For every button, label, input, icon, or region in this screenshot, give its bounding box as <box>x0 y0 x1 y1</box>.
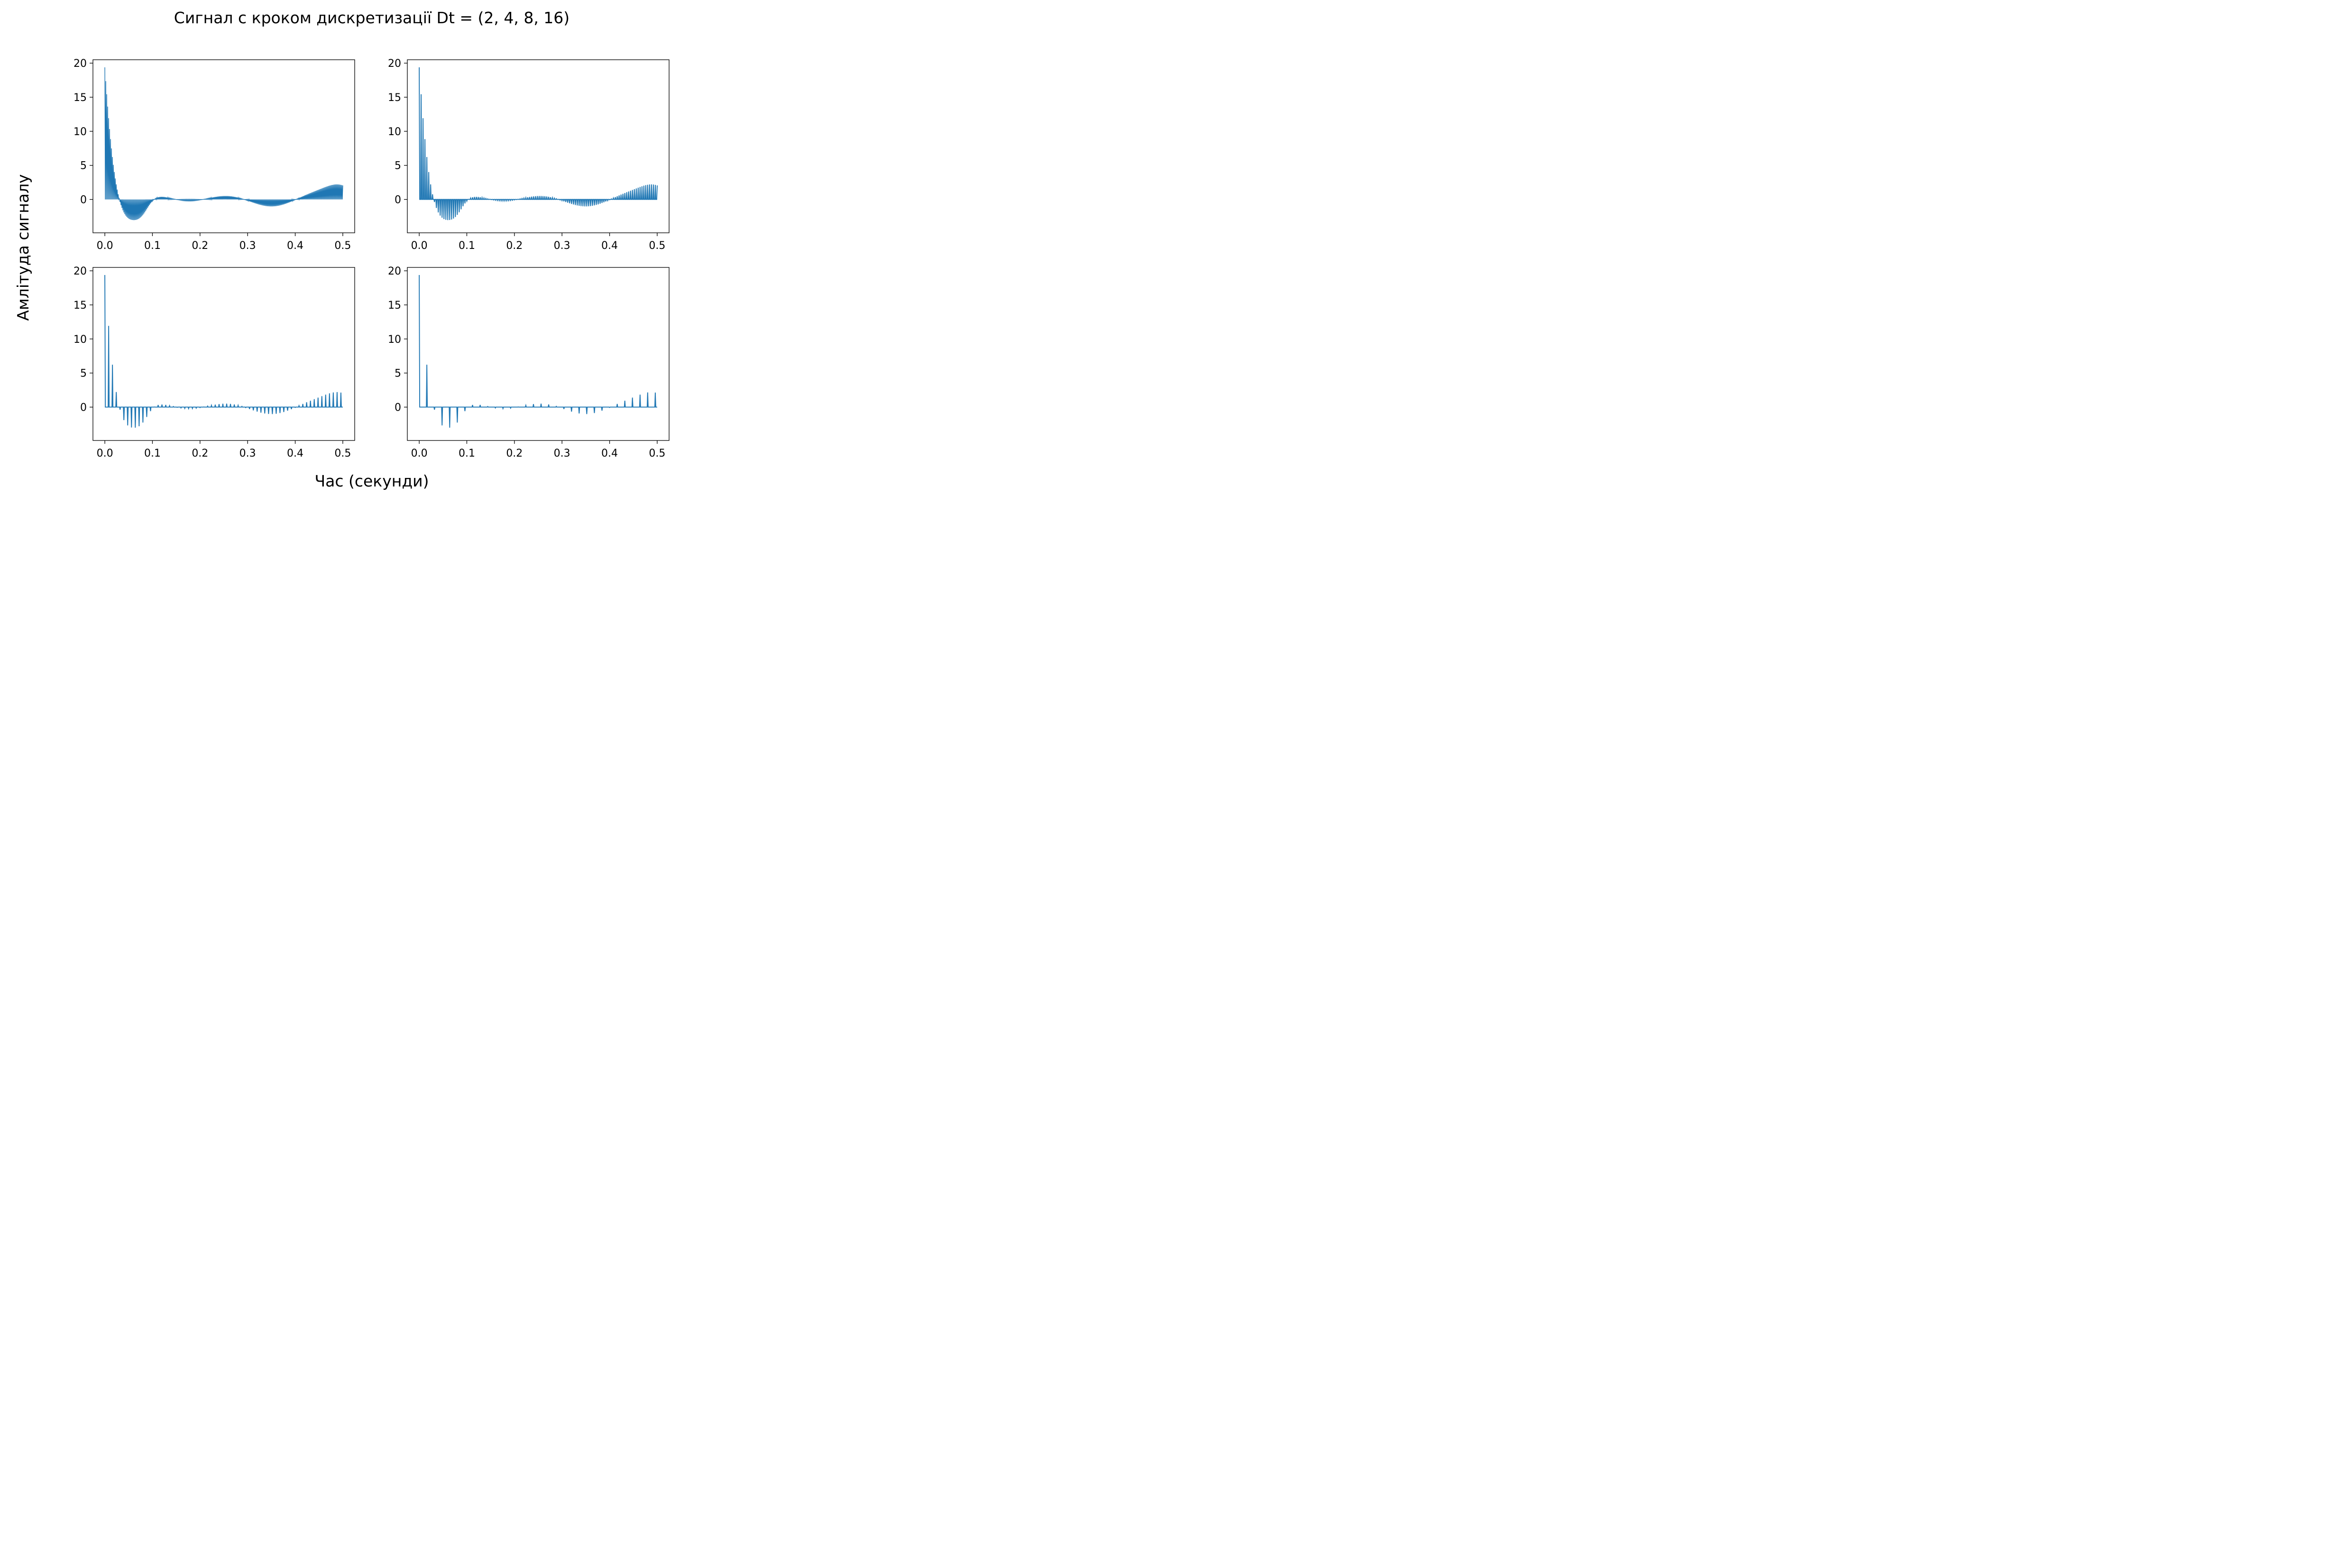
signal-line-dt-4 <box>419 67 658 220</box>
subplot-top-left: 0.0 0.1 0.2 0.3 0.4 0.5 0 5 10 15 20 <box>74 58 355 252</box>
x-tick-label: 0.3 <box>239 240 256 252</box>
y-tick-label: 15 <box>388 300 401 312</box>
figure-title: Сигнал с кроком дискретизації Dt = (2, 4… <box>174 9 570 27</box>
y-axis-label: Амлітуда сигналу <box>14 174 32 321</box>
x-tick-label: 0.1 <box>459 240 475 252</box>
y-tick-label: 20 <box>74 266 87 277</box>
x-tick-label: 0.5 <box>649 448 665 459</box>
x-tick-label: 0.5 <box>334 448 351 459</box>
axes-frame <box>92 267 355 441</box>
x-tick-label: 0.2 <box>192 240 208 252</box>
x-tick-label: 0.2 <box>506 240 523 252</box>
y-tick-label: 10 <box>74 126 87 138</box>
y-tick-label: 15 <box>388 92 401 104</box>
x-tick-label: 0.2 <box>192 448 208 459</box>
y-tick-label: 20 <box>388 58 401 70</box>
axes-frame <box>407 267 670 441</box>
subplot-bottom-left: 0.0 0.1 0.2 0.3 0.4 0.5 0 5 10 15 20 <box>74 266 355 459</box>
x-tick-label: 0.3 <box>554 448 570 459</box>
x-tick-label: 0.4 <box>601 240 618 252</box>
y-tick-label: 5 <box>80 160 87 172</box>
x-axis-label: Час (секунди) <box>315 472 429 490</box>
figure: Сигнал с кроком дискретизації Dt = (2, 4… <box>0 0 733 504</box>
signal-line-dt-16 <box>419 275 657 428</box>
y-tick-label: 5 <box>395 160 401 172</box>
y-tick-label: 0 <box>80 194 87 206</box>
y-tick-label: 5 <box>395 368 401 380</box>
x-tick-label: 0.2 <box>506 448 523 459</box>
y-tick-label: 15 <box>74 300 87 312</box>
y-tick-label: 10 <box>388 334 401 346</box>
x-tick-label: 0.4 <box>601 448 618 459</box>
y-tick-label: 10 <box>388 126 401 138</box>
y-tick-label: 20 <box>74 58 87 70</box>
y-tick-label: 0 <box>395 194 401 206</box>
y-tick-label: 20 <box>388 266 401 277</box>
subplot-top-right: 0.0 0.1 0.2 0.3 0.4 0.5 0 5 10 15 20 <box>388 58 670 252</box>
x-tick-label: 0.3 <box>239 448 256 459</box>
x-tick-label: 0.0 <box>411 240 428 252</box>
axes-frame <box>92 59 355 233</box>
subplot-bottom-right: 0.0 0.1 0.2 0.3 0.4 0.5 0 5 10 15 20 <box>388 266 670 459</box>
x-tick-label: 0.5 <box>649 240 665 252</box>
figure-background <box>0 0 733 504</box>
x-tick-label: 0.1 <box>459 448 475 459</box>
x-tick-label: 0.3 <box>554 240 570 252</box>
signal-line-dt-2 <box>104 67 343 220</box>
x-tick-label: 0.0 <box>97 240 113 252</box>
y-tick-label: 0 <box>80 402 87 414</box>
x-tick-label: 0.4 <box>287 448 303 459</box>
y-tick-label: 5 <box>80 368 87 380</box>
x-tick-label: 0.4 <box>287 240 303 252</box>
axes-frame <box>407 59 670 233</box>
x-tick-label: 0.1 <box>144 240 161 252</box>
x-tick-label: 0.0 <box>411 448 428 459</box>
y-tick-label: 15 <box>74 92 87 104</box>
x-tick-label: 0.5 <box>334 240 351 252</box>
x-tick-label: 0.0 <box>97 448 113 459</box>
y-tick-label: 10 <box>74 334 87 346</box>
signal-line-dt-8 <box>104 275 343 428</box>
y-tick-label: 0 <box>395 402 401 414</box>
x-tick-label: 0.1 <box>144 448 161 459</box>
